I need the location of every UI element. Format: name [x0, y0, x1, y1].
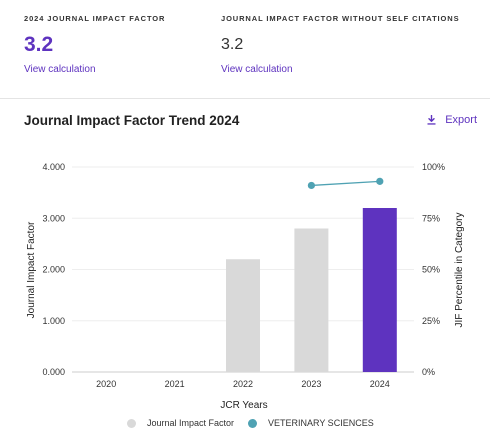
export-button[interactable]: Export [427, 114, 477, 126]
legend-label-category: VETERINARY SCIENCES [268, 418, 374, 428]
chart-legend: Journal Impact Factor VETERINARY SCIENCE… [0, 418, 490, 432]
y2-tick-label: 25% [422, 316, 440, 326]
legend-item-category[interactable]: VETERINARY SCIENCES [248, 418, 374, 428]
metrics-header: 2024 JOURNAL IMPACT FACTOR 3.2 View calc… [0, 0, 490, 100]
series-point [376, 177, 384, 185]
chart-title: Journal Impact Factor Trend 2024 [24, 113, 240, 128]
export-label: Export [445, 114, 477, 126]
x-tick-label: 2023 [301, 379, 321, 389]
y-axis-title: Journal Impact Factor [26, 221, 37, 318]
bar [362, 208, 397, 372]
jif-value: 3.2 [24, 33, 54, 56]
y2-tick-label: 50% [422, 265, 440, 275]
legend-label-jif: Journal Impact Factor [147, 418, 235, 428]
y-tick-label: 4.000 [42, 162, 65, 172]
jif-label: 2024 JOURNAL IMPACT FACTOR [24, 14, 166, 23]
x-tick-label: 2024 [370, 379, 390, 389]
y2-tick-label: 0% [422, 367, 435, 377]
trend-chart: 0.000 1.000 2.000 3.000 4.000 0% 25% 50% 75% 100%… [26, 162, 465, 411]
jif-no-self-label: JOURNAL IMPACT FACTOR WITHOUT SELF CITAT… [221, 14, 460, 23]
y2-tick-label: 100% [422, 162, 445, 172]
jif-no-self-metric: JOURNAL IMPACT FACTOR WITHOUT SELF CITAT… [221, 14, 459, 75]
jif-no-self-view-calculation-link[interactable]: View calculation [221, 64, 293, 75]
bar [226, 259, 260, 372]
bar [294, 228, 329, 372]
x-axis-title: JCR Years [220, 400, 267, 411]
series-line [311, 180, 380, 187]
legend-swatch-category [248, 418, 257, 428]
section-divider [0, 98, 490, 99]
series-point [307, 181, 315, 190]
y-tick-label: 3.000 [42, 213, 65, 223]
y2-tick-label: 75% [422, 213, 440, 223]
x-tick-label: 2021 [165, 379, 185, 389]
y-tick-label: 2.000 [42, 265, 65, 275]
y2-axis-title: JIF Percentile in Category [454, 212, 465, 327]
jif-view-calculation-link[interactable]: View calculation [24, 64, 96, 75]
x-tick-label: 2022 [233, 379, 253, 389]
x-tick-label: 2020 [96, 379, 116, 389]
y-tick-label: 1.000 [42, 316, 65, 326]
jif-no-self-value: 3.2 [221, 36, 244, 53]
legend-item-jif[interactable]: Journal Impact Factor [127, 418, 234, 428]
download-icon [427, 115, 436, 125]
y-tick-label: 0.000 [42, 367, 65, 377]
jif-metric: 2024 JOURNAL IMPACT FACTOR 3.2 View calc… [24, 14, 165, 75]
legend-swatch-jif [127, 418, 136, 428]
